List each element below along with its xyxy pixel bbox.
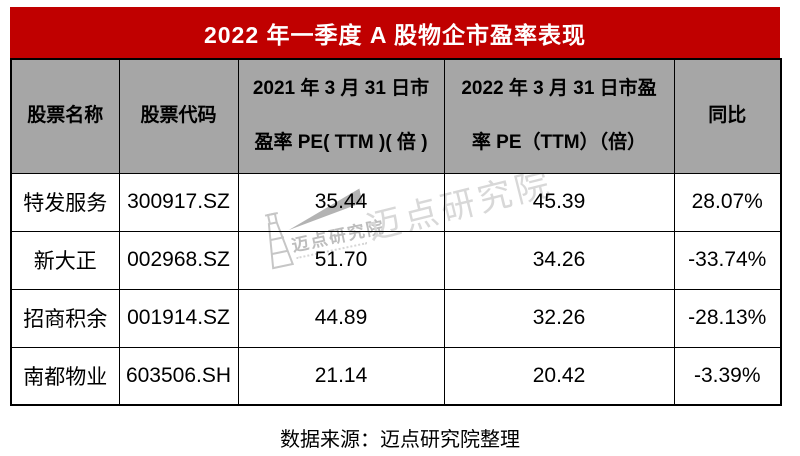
cell-pe-2022: 45.39 xyxy=(443,172,675,232)
cell-pe-2022: 34.26 xyxy=(443,230,675,290)
cell-stock-name: 南都物业 xyxy=(10,346,120,406)
col-header-pe-2021: 2021 年 3 月 31 日市 盈率 PE( TTM )( 倍 ) xyxy=(237,58,445,174)
col-header-stock-name: 股票名称 xyxy=(10,58,120,174)
cell-stock-code: 300917.SZ xyxy=(118,172,239,232)
cell-pe-2022: 32.26 xyxy=(443,288,675,348)
data-source-note: 数据来源：迈点研究院整理 xyxy=(280,429,520,451)
table-row: 新大正 002968.SZ 51.70 34.26 -33.74% xyxy=(10,230,782,290)
header-row: 股票名称 股票代码 2021 年 3 月 31 日市 盈率 PE( TTM )(… xyxy=(10,58,782,174)
cell-yoy: -3.39% xyxy=(673,346,782,406)
table-row: 南都物业 603506.SH 21.14 20.42 -3.39% xyxy=(10,346,782,406)
table-row: 特发服务 300917.SZ 35.44 45.39 28.07% xyxy=(10,172,782,232)
cell-stock-name: 招商积余 xyxy=(10,288,120,348)
pe-ratio-table: 股票名称 股票代码 2021 年 3 月 31 日市 盈率 PE( TTM )(… xyxy=(10,58,782,406)
cell-stock-code: 603506.SH xyxy=(118,346,239,406)
cell-pe-2021: 21.14 xyxy=(237,346,445,406)
cell-stock-code: 001914.SZ xyxy=(118,288,239,348)
page-title: 2022 年一季度 A 股物企市盈率表现 xyxy=(203,21,587,48)
col-header-yoy: 同比 xyxy=(673,58,782,174)
table-title-bar: 2022 年一季度 A 股物企市盈率表现 xyxy=(10,7,780,58)
cell-stock-code: 002968.SZ xyxy=(118,230,239,290)
cell-stock-name: 特发服务 xyxy=(10,172,120,232)
cell-stock-name: 新大正 xyxy=(10,230,120,290)
col-header-stock-code: 股票代码 xyxy=(118,58,239,174)
col-header-pe-2022: 2022 年 3 月 31 日市盈 率 PE（TTM）（倍） xyxy=(443,58,675,174)
cell-yoy: -28.13% xyxy=(673,288,782,348)
cell-pe-2021: 35.44 xyxy=(237,172,445,232)
table-body: 特发服务 300917.SZ 35.44 45.39 28.07% 新大正 00… xyxy=(10,172,782,406)
table-row: 招商积余 001914.SZ 44.89 32.26 -28.13% xyxy=(10,288,782,348)
cell-pe-2021: 44.89 xyxy=(237,288,445,348)
cell-pe-2021: 51.70 xyxy=(237,230,445,290)
table-header: 股票名称 股票代码 2021 年 3 月 31 日市 盈率 PE( TTM )(… xyxy=(10,58,782,174)
cell-yoy: -33.74% xyxy=(673,230,782,290)
cell-pe-2022: 20.42 xyxy=(443,346,675,406)
cell-yoy: 28.07% xyxy=(673,172,782,232)
